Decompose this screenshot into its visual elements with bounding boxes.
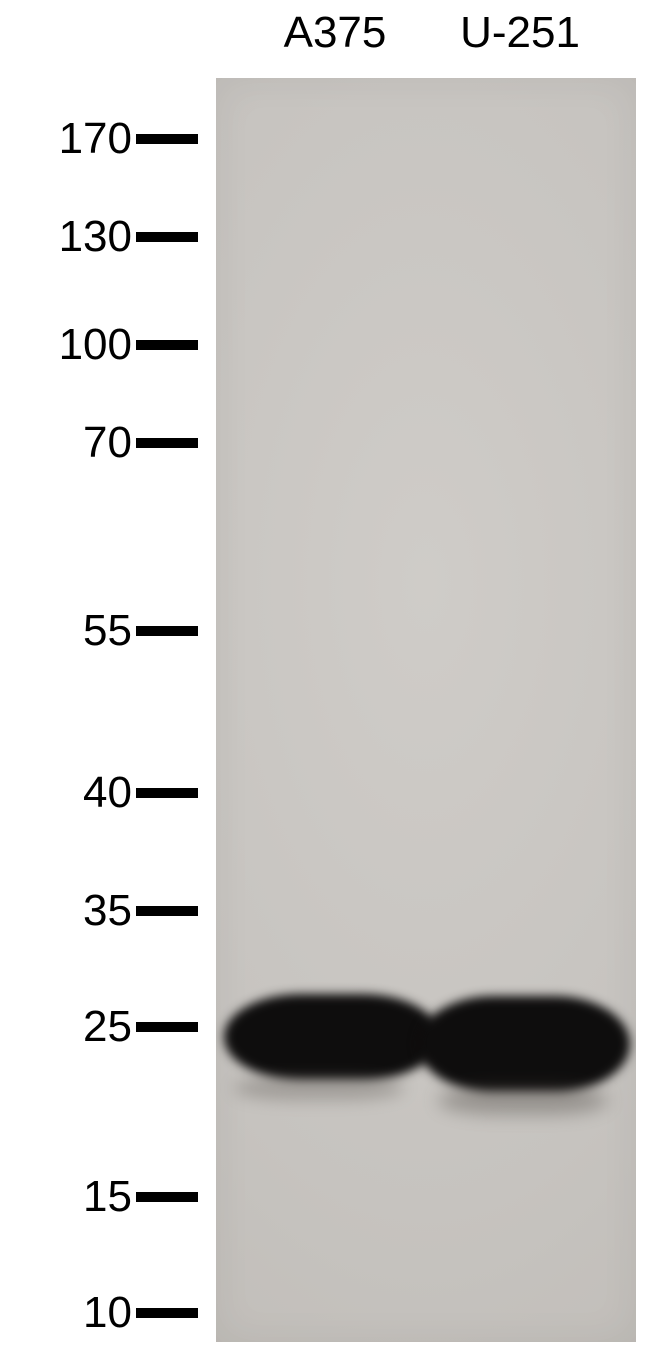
marker-tick-icon (136, 1022, 198, 1032)
marker-tick-icon (136, 1308, 198, 1318)
band-lane1-25kda (224, 994, 440, 1080)
marker-100: 100 (22, 320, 198, 370)
marker-tick-icon (136, 626, 198, 636)
marker-25: 25 (22, 1002, 198, 1052)
marker-label: 130 (22, 212, 132, 262)
lane-label-1: A375 (284, 8, 387, 58)
marker-35: 35 (22, 886, 198, 936)
lane-label-2: U-251 (460, 8, 580, 58)
marker-10: 10 (22, 1288, 198, 1338)
marker-label: 40 (22, 768, 132, 818)
marker-170: 170 (22, 114, 198, 164)
marker-tick-icon (136, 340, 198, 350)
marker-label: 100 (22, 320, 132, 370)
marker-label: 55 (22, 606, 132, 656)
marker-130: 130 (22, 212, 198, 262)
marker-40: 40 (22, 768, 198, 818)
western-blot-figure: A375 U-251 170 130 100 70 55 40 (0, 0, 650, 1364)
marker-label: 25 (22, 1002, 132, 1052)
marker-label: 70 (22, 418, 132, 468)
marker-55: 55 (22, 606, 198, 656)
marker-tick-icon (136, 788, 198, 798)
marker-label: 170 (22, 114, 132, 164)
band-lane1-smear (234, 1076, 404, 1100)
marker-label: 35 (22, 886, 132, 936)
band-lane2-smear (438, 1086, 608, 1114)
marker-tick-icon (136, 232, 198, 242)
marker-tick-icon (136, 906, 198, 916)
marker-label: 15 (22, 1172, 132, 1222)
marker-15: 15 (22, 1172, 198, 1222)
marker-label: 10 (22, 1288, 132, 1338)
marker-tick-icon (136, 1192, 198, 1202)
band-lane2-25kda (418, 996, 630, 1092)
marker-tick-icon (136, 134, 198, 144)
marker-70: 70 (22, 418, 198, 468)
marker-tick-icon (136, 438, 198, 448)
blot-membrane (216, 78, 636, 1342)
